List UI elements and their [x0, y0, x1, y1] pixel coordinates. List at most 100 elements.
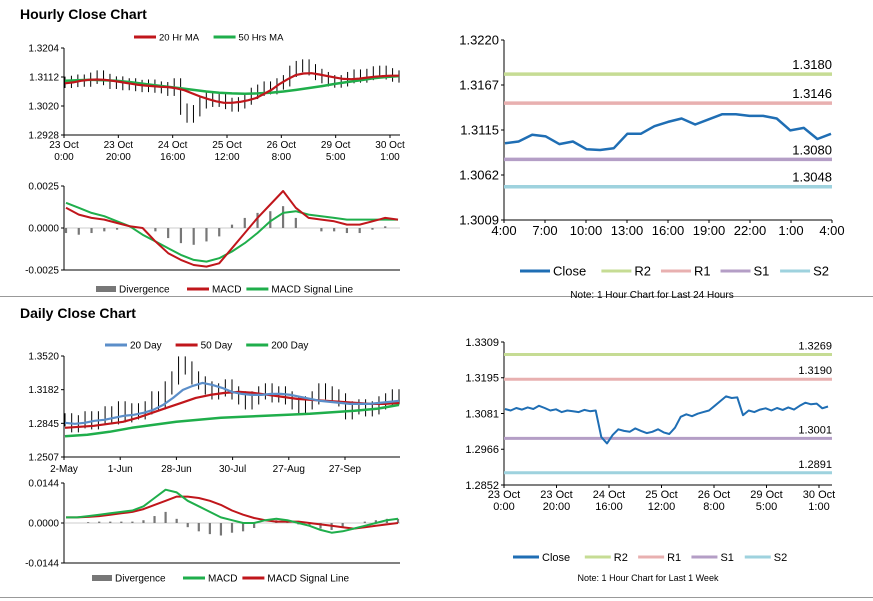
weekly-levels-x-tick-label: 16:00	[595, 501, 623, 513]
hourly-levels-x-tick-label: 7:00	[532, 223, 557, 238]
hourly-levels-x-tick-label: 10:00	[570, 223, 603, 238]
bottom-rule	[0, 597, 873, 598]
hourly-price-x-tick-label: 0:00	[54, 152, 74, 163]
hourly-price-y-tick-label: 1.2928	[28, 131, 59, 142]
hourly-price-x-tick-label: 20:00	[106, 152, 131, 163]
daily-macd-legend-label: Divergence	[115, 574, 166, 585]
hourly-levels-legend-label: Close	[553, 264, 586, 279]
hourly-levels-y-tick-label: 1.3062	[459, 168, 499, 183]
hourly-macd-legend-label: Divergence	[119, 285, 170, 296]
weekly-levels-s2-label: 1.2891	[798, 459, 832, 471]
weekly-levels-x-tick-label: 30 Oct	[803, 489, 835, 501]
hourly-macd-legend-label: MACD	[212, 285, 241, 296]
weekly-levels-y-tick-label: 1.3081	[465, 408, 499, 420]
weekly-levels-y-tick-label: 1.3309	[465, 337, 499, 349]
daily-macd-y-tick-label: 0.0144	[28, 479, 59, 490]
hourly-price-x-tick-label: 5:00	[326, 152, 346, 163]
hourly-price-x-tick-label: 12:00	[214, 152, 239, 163]
weekly-levels-x-tick-label: 0:00	[493, 501, 514, 513]
hourly-macd-line	[65, 190, 399, 268]
hourly-price-x-tick-label: 30 Oct	[375, 140, 405, 151]
weekly-levels-r1-label: 1.3190	[798, 365, 832, 377]
weekly-levels-legend-label: S2	[774, 552, 787, 564]
weekly-levels-s1-label: 1.3001	[798, 424, 832, 436]
hourly-price-x-tick-label: 23 Oct	[49, 140, 79, 151]
hourly-levels-x-tick-label: 22:00	[734, 223, 767, 238]
hourly-macd-legend-label: MACD Signal Line	[271, 285, 353, 296]
hourly-price-x-tick-label: 26 Oct	[267, 140, 297, 151]
hourly-levels-x-tick-label: 13:00	[611, 223, 644, 238]
hourly-price-legend-label: 50 Hrs MA	[239, 32, 285, 43]
daily-price-y-tick-label: 1.2507	[28, 453, 59, 464]
weekly-levels-x-tick-label: 29 Oct	[750, 489, 782, 501]
weekly-levels-x-tick-label: 1:00	[808, 501, 829, 513]
weekly-levels-x-tick-label: 23 Oct	[488, 489, 520, 501]
daily-macd-signal-line	[66, 495, 399, 530]
hourly-levels-y-tick-label: 1.3115	[460, 123, 499, 138]
hourly-price-y-tick-label: 1.3020	[28, 102, 59, 113]
weekly-levels-y-tick-label: 1.3195	[465, 373, 499, 385]
daily-price-x-tick-label: 27-Sep	[329, 464, 362, 475]
weekly-levels-x-tick-label: 20:00	[543, 501, 571, 513]
weekly-levels-close-line	[504, 395, 829, 445]
hourly-levels-legend-label: S1	[754, 264, 770, 279]
weekly-levels-x-tick-label: 5:00	[756, 501, 777, 513]
daily-price-y-tick-label: 1.3520	[28, 352, 59, 363]
daily-price-legend-label: 200 Day	[271, 341, 308, 352]
daily-price-200day-line	[64, 403, 400, 438]
hourly-section-title: Hourly Close Chart	[20, 6, 147, 22]
weekly-levels-x-tick-label: 12:00	[648, 501, 676, 513]
daily-price-y-tick-label: 1.3182	[28, 385, 59, 396]
hourly-levels-legend-label: R2	[634, 264, 651, 279]
daily-macd-line	[66, 488, 399, 534]
weekly-levels-x-tick-label: 8:00	[703, 501, 724, 513]
weekly-levels-y-tick-label: 1.2852	[465, 480, 499, 492]
hourly-levels-s1-label: 1.3080	[792, 142, 832, 157]
daily-price-x-tick-label: 1-Jun	[108, 464, 133, 475]
hourly-levels-r2-label: 1.3180	[792, 57, 832, 72]
hourly-levels-x-tick-label: 1:00	[778, 223, 803, 238]
hourly-price-x-tick-label: 23 Oct	[104, 140, 134, 151]
weekly-levels-legend-label: R1	[667, 552, 681, 564]
daily-macd-y-tick-label: -0.0144	[25, 559, 59, 570]
hourly-levels-x-tick-label: 16:00	[652, 223, 685, 238]
hourly-levels-y-tick-label: 1.3009	[459, 213, 499, 228]
weekly-levels-x-tick-label: 25 Oct	[645, 489, 677, 501]
hourly-price-x-tick-label: 25 Oct	[212, 140, 242, 151]
weekly-levels-x-tick-label: 23 Oct	[540, 489, 572, 501]
hourly-levels-x-tick-label: 4:00	[819, 223, 844, 238]
daily-price-x-tick-label: 27-Aug	[273, 464, 305, 475]
hourly-levels-legend-label: S2	[813, 264, 829, 279]
daily-price-legend-label: 20 Day	[130, 341, 162, 352]
hourly-price-x-tick-label: 16:00	[160, 152, 185, 163]
daily-price-legend-label: 50 Day	[201, 341, 233, 352]
hourly-levels-x-tick-label: 4:00	[491, 223, 516, 238]
daily-macd-legend-label: MACD Signal Line	[267, 574, 349, 585]
daily-price-x-tick-label: 30-Jul	[219, 464, 246, 475]
hourly-price-x-tick-label: 29 Oct	[321, 140, 351, 151]
daily-macd-legend-label: MACD	[208, 574, 237, 585]
weekly-levels-x-tick-label: 26 Oct	[698, 489, 730, 501]
hourly-levels-legend-label: R1	[694, 264, 711, 279]
hourly-macd-y-tick-label: -0.0025	[25, 266, 59, 277]
hourly-price-x-tick-label: 8:00	[272, 152, 292, 163]
hourly-macd-y-tick-label: 0.0000	[28, 224, 59, 235]
daily-section-title: Daily Close Chart	[20, 305, 136, 321]
hourly-price-y-tick-label: 1.3204	[28, 44, 59, 55]
hourly-price-y-tick-label: 1.3112	[29, 73, 59, 84]
section-divider	[0, 296, 873, 297]
weekly-levels-legend-label: Close	[542, 552, 570, 564]
hourly-price-x-tick-label: 24 Oct	[158, 140, 188, 151]
weekly-levels-x-tick-label: 24 Oct	[593, 489, 625, 501]
hourly-price-x-tick-label: 1:00	[380, 152, 400, 163]
weekly-levels-r2-label: 1.3269	[798, 341, 832, 353]
weekly-levels-legend-label: R2	[614, 552, 628, 564]
weekly-levels-note: Note: 1 Hour Chart for Last 1 Week	[578, 573, 719, 583]
hourly-levels-y-tick-label: 1.3167	[459, 78, 499, 93]
weekly-levels-y-tick-label: 1.2966	[465, 444, 499, 456]
hourly-levels-close-line	[504, 112, 832, 152]
daily-price-20day-line	[64, 381, 400, 425]
hourly-levels-y-tick-label: 1.3220	[459, 33, 499, 48]
daily-macd-y-tick-label: 0.0000	[28, 519, 59, 530]
hourly-levels-r1-label: 1.3146	[792, 86, 832, 101]
